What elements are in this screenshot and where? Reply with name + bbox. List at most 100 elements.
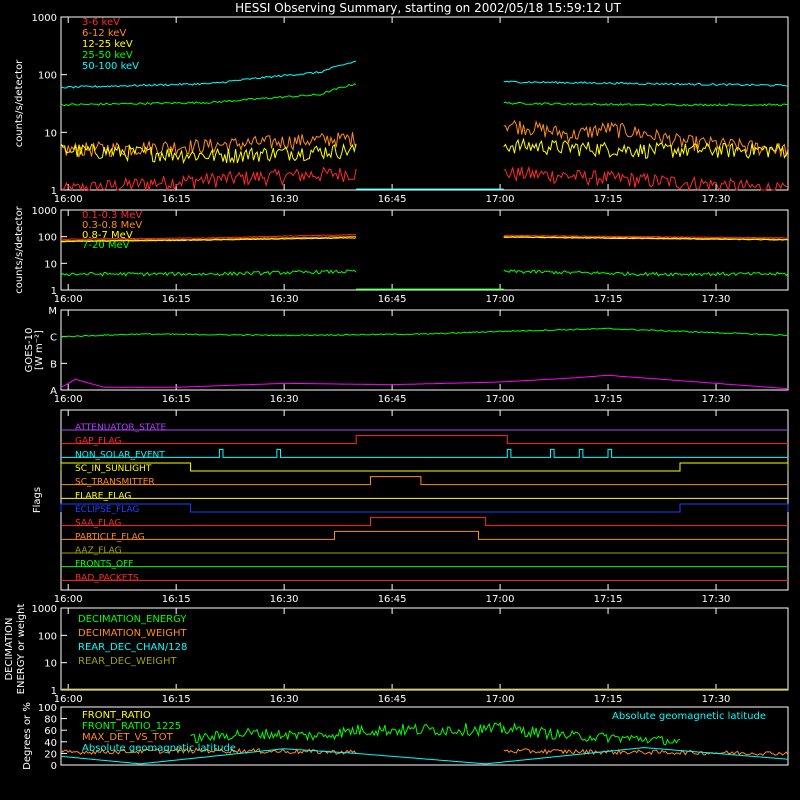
flag-line <box>60 462 789 472</box>
series-line <box>60 165 789 192</box>
x-tick-label: 17:00 <box>486 294 515 305</box>
x-tick-label: 16:00 <box>54 694 83 705</box>
y-tick-label: M <box>48 306 57 317</box>
legend-entry: Absolute geomagnetic latitude <box>82 743 236 754</box>
panel-frame-3 <box>60 309 789 391</box>
legend-entry: 0.8-7 MeV <box>82 230 133 241</box>
y-axis-label: Degrees or % <box>22 702 33 770</box>
legend-entry: DECIMATION_ENERGY <box>78 614 187 625</box>
series-line <box>60 747 789 756</box>
x-tick-label: 16:30 <box>270 294 299 305</box>
y-axis-label: DECIMATION <box>4 617 15 680</box>
flag-line <box>61 435 788 445</box>
y-tick-label: A <box>50 386 57 397</box>
x-tick-label: 17:15 <box>594 594 623 605</box>
y-tick-label: 10 <box>44 128 57 139</box>
y-axis-label-2: ENERGY or weight <box>16 604 27 695</box>
legend-entry: 12-25 keV <box>82 39 133 50</box>
x-tick-label: 17:00 <box>486 594 515 605</box>
y-tick-label: 1 <box>51 286 57 297</box>
series-line <box>60 327 789 338</box>
x-tick-label: 16:15 <box>162 194 191 205</box>
flag-label: GAP_FLAG <box>75 437 121 447</box>
flag-label: AAZ_FLAG <box>75 546 122 556</box>
x-tick-label: 16:15 <box>162 294 191 305</box>
flag-label: PARTICLE_FLAG <box>75 532 145 542</box>
legend-entry: 7-20 MeV <box>82 240 130 251</box>
flag-label: ECLIPSE_FLAG <box>75 505 139 515</box>
y-tick-label: 1 <box>51 186 57 197</box>
y-tick-label: 10 <box>44 659 57 670</box>
x-tick-label: 16:45 <box>378 694 407 705</box>
x-tick-label: 16:00 <box>54 594 83 605</box>
y-tick-label: 1000 <box>32 604 57 615</box>
y-axis-label: GOES-10 <box>24 328 35 373</box>
series-line <box>60 137 789 165</box>
legend-entry: FRONT_RATIO <box>82 710 151 721</box>
x-tick-label: 17:00 <box>486 694 515 705</box>
flag-label: FLARE_FLAG <box>75 491 131 501</box>
legend-entry: 0.1-0.3 MeV <box>82 210 142 221</box>
legend-entry: 50-100 keV <box>82 61 139 72</box>
x-tick-label: 16:00 <box>54 394 83 405</box>
legend-entry: DECIMATION_WEIGHT <box>78 628 187 639</box>
flag-line <box>61 530 788 540</box>
chart-annotation: Absolute geomagnetic latitude <box>612 711 766 722</box>
y-tick-label: 100 <box>38 703 57 714</box>
x-tick-label: 17:30 <box>702 694 731 705</box>
flag-label: ATTENUATOR_STATE <box>75 423 167 433</box>
legend-entry: 3-6 keV <box>82 17 120 28</box>
x-tick-label: 16:15 <box>162 694 191 705</box>
panel-frame-6 <box>60 706 789 766</box>
y-tick-label: 60 <box>44 726 57 737</box>
series-line <box>60 374 789 390</box>
series-line <box>60 83 789 107</box>
legend-entry: 0.3-0.8 MeV <box>82 220 142 231</box>
y-axis-label: counts/s/detector <box>14 205 25 293</box>
flag-line <box>61 517 788 527</box>
legend-entry: 6-12 keV <box>82 28 126 39</box>
series-line <box>60 119 789 158</box>
x-tick-label: 16:15 <box>162 594 191 605</box>
x-tick-label: 17:30 <box>702 594 731 605</box>
x-tick-label: 16:30 <box>270 694 299 705</box>
legend-entry: REAR_DEC_WEIGHT <box>78 656 177 667</box>
flag-label: SC_IN_SUNLIGHT <box>75 464 152 474</box>
flag-label: FRONTS_OFF <box>75 560 133 570</box>
legend-entry: MAX_DET_VS_TOT <box>82 732 174 743</box>
y-axis-label: Flags <box>32 487 43 513</box>
y-tick-label: B <box>50 359 57 370</box>
y-tick-label: 80 <box>44 715 57 726</box>
legend-entry: FRONT_RATIO_1225 <box>82 721 181 732</box>
x-tick-label: 16:45 <box>378 394 407 405</box>
y-tick-label: 10 <box>44 259 57 270</box>
y-tick-label: C <box>50 333 57 344</box>
x-tick-label: 16:30 <box>270 194 299 205</box>
y-tick-label: 1 <box>51 686 57 697</box>
x-tick-label: 17:30 <box>702 294 731 305</box>
x-tick-label: 16:00 <box>54 194 83 205</box>
flag-label: BAD_PACKETS <box>75 573 139 583</box>
y-tick-label: 20 <box>44 749 57 760</box>
panel-frame-4 <box>60 409 789 591</box>
series-line <box>60 747 789 765</box>
x-tick-label: 17:15 <box>594 694 623 705</box>
flag-label: SC_TRANSMITTER <box>75 478 155 488</box>
x-tick-label: 16:30 <box>270 594 299 605</box>
legend-entry: REAR_DEC_CHAN/128 <box>78 642 187 653</box>
y-tick-label: 1000 <box>32 13 57 24</box>
y-tick-label: 100 <box>38 233 57 244</box>
x-tick-label: 17:00 <box>486 194 515 205</box>
x-tick-label: 17:15 <box>594 394 623 405</box>
flag-line <box>61 448 788 458</box>
y-tick-label: 1000 <box>32 206 57 217</box>
x-tick-label: 17:30 <box>702 394 731 405</box>
series-line <box>60 60 789 89</box>
y-axis-label: counts/s/detector <box>14 59 25 147</box>
y-tick-label: 0 <box>51 761 57 772</box>
x-tick-label: 16:45 <box>378 594 407 605</box>
y-tick-label: 40 <box>44 738 57 749</box>
plot-title: HESSI Observing Summary, starting on 200… <box>235 1 621 15</box>
series-line <box>190 721 681 746</box>
